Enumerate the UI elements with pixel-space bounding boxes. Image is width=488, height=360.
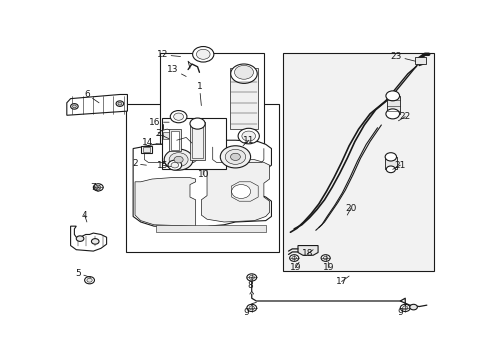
Circle shape <box>189 118 205 129</box>
Circle shape <box>220 146 250 168</box>
Circle shape <box>118 102 122 105</box>
Polygon shape <box>133 140 271 228</box>
Circle shape <box>168 160 181 170</box>
Circle shape <box>91 239 99 244</box>
Text: 18: 18 <box>301 249 313 258</box>
Bar <box>189 122 205 159</box>
Circle shape <box>402 306 407 310</box>
Polygon shape <box>67 94 127 115</box>
Circle shape <box>169 153 188 167</box>
Polygon shape <box>70 226 106 251</box>
Bar <box>386 96 400 114</box>
Circle shape <box>248 275 254 279</box>
Text: 10: 10 <box>197 169 208 179</box>
Text: 23: 23 <box>390 52 415 61</box>
Circle shape <box>87 278 92 282</box>
Text: 1: 1 <box>196 82 202 105</box>
Circle shape <box>116 101 123 107</box>
Text: 11: 11 <box>243 136 254 146</box>
Text: 9: 9 <box>397 307 405 316</box>
Bar <box>156 225 265 232</box>
Bar <box>125 104 279 252</box>
Circle shape <box>192 46 213 62</box>
Circle shape <box>385 91 399 101</box>
Polygon shape <box>135 177 195 226</box>
Circle shape <box>93 184 103 191</box>
Circle shape <box>238 128 259 144</box>
Bar <box>415 57 425 64</box>
Circle shape <box>400 304 409 311</box>
Circle shape <box>385 109 399 119</box>
Text: 6: 6 <box>84 90 99 103</box>
Polygon shape <box>297 246 317 255</box>
Text: 12: 12 <box>157 50 180 59</box>
Bar <box>385 157 396 169</box>
Circle shape <box>230 64 257 84</box>
Circle shape <box>84 276 94 284</box>
Circle shape <box>323 256 327 260</box>
Text: 19: 19 <box>322 262 333 272</box>
Text: 19: 19 <box>289 262 301 272</box>
Bar <box>159 53 264 169</box>
Text: 20: 20 <box>345 204 356 215</box>
Text: 7: 7 <box>90 183 98 192</box>
Circle shape <box>231 185 250 198</box>
Circle shape <box>164 149 193 170</box>
Text: 4: 4 <box>81 211 87 222</box>
Text: 16: 16 <box>149 118 169 127</box>
Circle shape <box>246 274 256 281</box>
Circle shape <box>173 113 183 120</box>
Circle shape <box>242 131 255 141</box>
Bar <box>229 68 258 129</box>
Text: 13: 13 <box>167 65 186 76</box>
Circle shape <box>96 185 101 189</box>
Circle shape <box>72 105 76 108</box>
Circle shape <box>196 49 210 59</box>
Circle shape <box>321 255 329 261</box>
Circle shape <box>230 153 240 161</box>
Bar <box>282 53 433 270</box>
Circle shape <box>225 149 245 164</box>
Bar <box>191 123 203 158</box>
Text: 21: 21 <box>392 161 405 170</box>
Text: 3: 3 <box>155 129 169 139</box>
Bar <box>142 147 150 152</box>
Circle shape <box>70 104 78 109</box>
Circle shape <box>170 111 186 123</box>
Text: 15: 15 <box>157 161 171 170</box>
Bar <box>163 132 169 139</box>
Text: 14: 14 <box>142 139 163 148</box>
Text: 2: 2 <box>132 159 146 168</box>
Circle shape <box>171 162 178 168</box>
Bar <box>169 129 180 151</box>
Bar <box>161 118 225 169</box>
Circle shape <box>248 306 254 310</box>
Circle shape <box>291 256 296 260</box>
Text: 5: 5 <box>75 269 90 278</box>
Text: 17: 17 <box>335 276 348 286</box>
Circle shape <box>385 153 396 161</box>
Bar <box>171 131 178 150</box>
Circle shape <box>246 304 256 311</box>
Circle shape <box>386 166 395 173</box>
Text: 9: 9 <box>243 307 251 316</box>
Text: 22: 22 <box>398 112 410 121</box>
Bar <box>141 146 152 153</box>
Circle shape <box>234 66 253 79</box>
Polygon shape <box>201 159 269 222</box>
Circle shape <box>409 304 417 310</box>
Circle shape <box>76 236 84 242</box>
Circle shape <box>174 156 183 163</box>
Text: 8: 8 <box>246 278 252 290</box>
Circle shape <box>289 255 298 261</box>
